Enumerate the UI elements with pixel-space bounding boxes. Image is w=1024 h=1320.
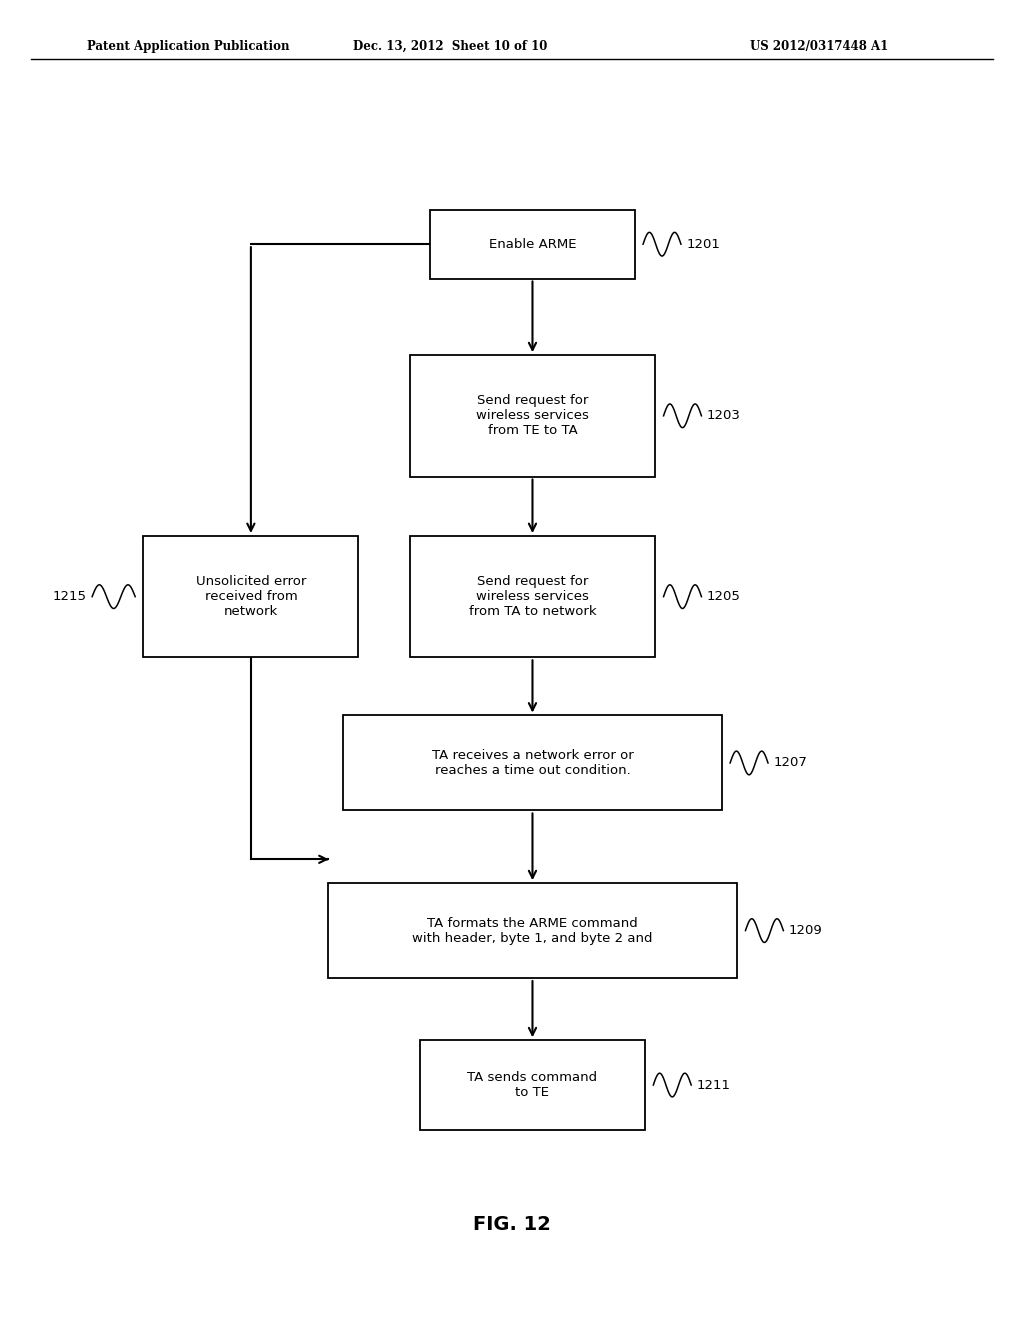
Text: 1209: 1209 [788, 924, 822, 937]
Text: Send request for
wireless services
from TA to network: Send request for wireless services from … [469, 576, 596, 618]
Text: TA receives a network error or
reaches a time out condition.: TA receives a network error or reaches a… [431, 748, 634, 777]
Text: US 2012/0317448 A1: US 2012/0317448 A1 [750, 40, 889, 53]
Text: Enable ARME: Enable ARME [488, 238, 577, 251]
FancyBboxPatch shape [430, 210, 635, 279]
FancyBboxPatch shape [143, 536, 358, 657]
Text: Patent Application Publication: Patent Application Publication [87, 40, 290, 53]
Text: Send request for
wireless services
from TE to TA: Send request for wireless services from … [476, 395, 589, 437]
FancyBboxPatch shape [343, 715, 722, 810]
Text: 1211: 1211 [696, 1078, 730, 1092]
FancyBboxPatch shape [410, 536, 655, 657]
Text: FIG. 12: FIG. 12 [473, 1216, 551, 1234]
Text: 1201: 1201 [686, 238, 720, 251]
Text: 1215: 1215 [53, 590, 87, 603]
Text: 1207: 1207 [773, 756, 807, 770]
Text: Unsolicited error
received from
network: Unsolicited error received from network [196, 576, 306, 618]
Text: 1203: 1203 [707, 409, 740, 422]
Text: 1205: 1205 [707, 590, 740, 603]
Text: TA sends command
to TE: TA sends command to TE [467, 1071, 598, 1100]
FancyBboxPatch shape [328, 883, 737, 978]
Text: TA formats the ARME command
with header, byte 1, and byte 2 and: TA formats the ARME command with header,… [413, 916, 652, 945]
FancyBboxPatch shape [420, 1040, 645, 1130]
Text: Dec. 13, 2012  Sheet 10 of 10: Dec. 13, 2012 Sheet 10 of 10 [353, 40, 548, 53]
FancyBboxPatch shape [410, 355, 655, 477]
